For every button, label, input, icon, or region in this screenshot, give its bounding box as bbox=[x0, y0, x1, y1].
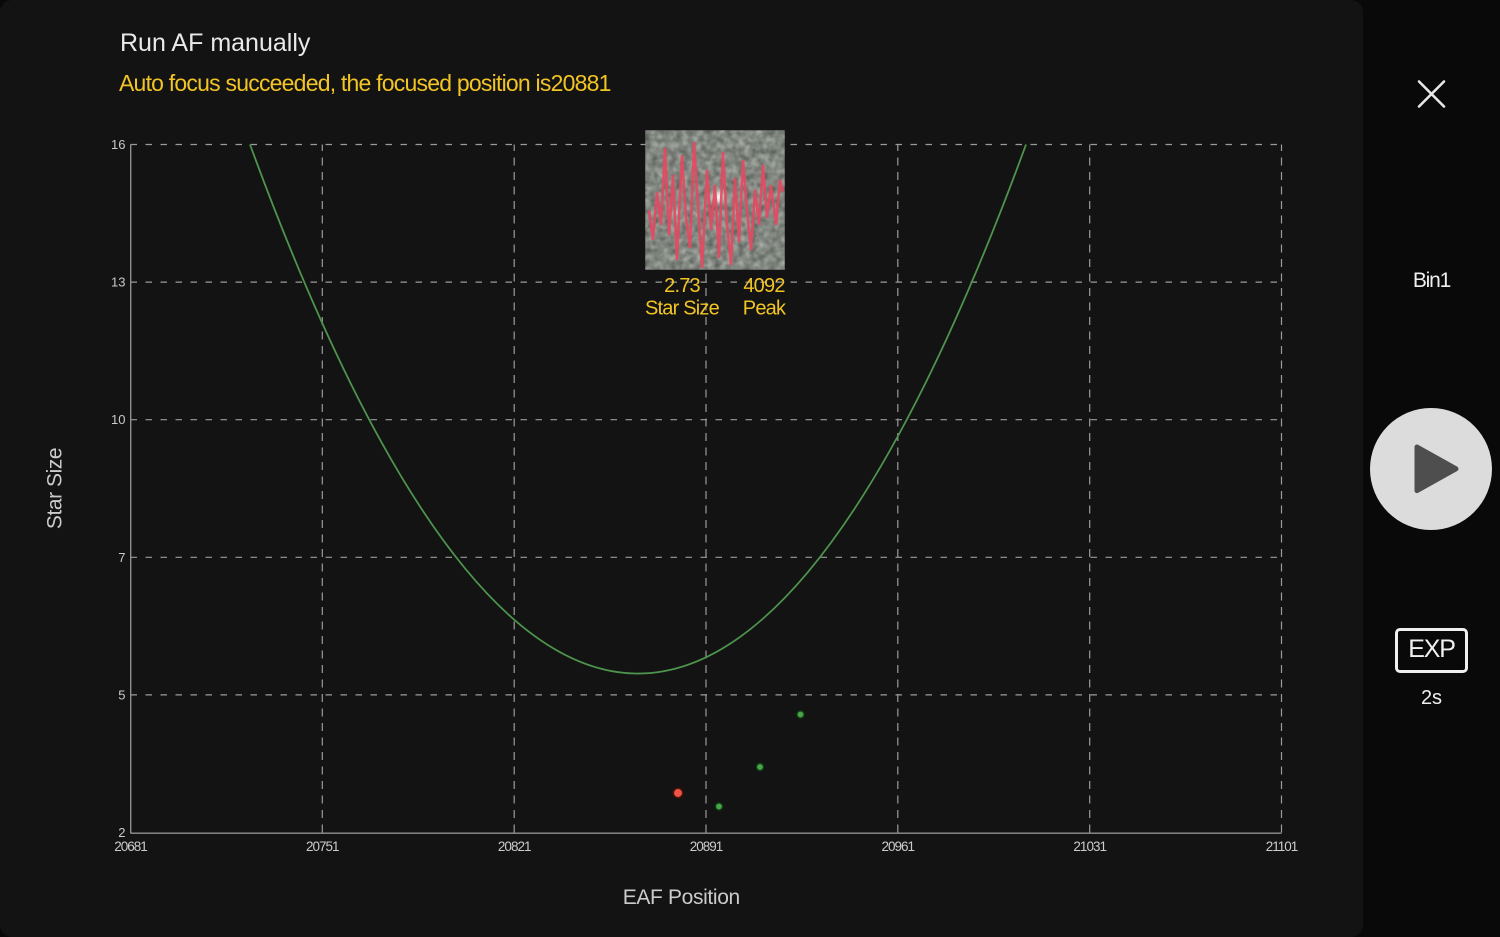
svg-text:Star Size: Star Size bbox=[645, 298, 720, 320]
svg-text:2: 2 bbox=[118, 825, 125, 840]
svg-text:20681: 20681 bbox=[114, 839, 147, 854]
svg-text:EAF Position: EAF Position bbox=[623, 886, 740, 909]
svg-text:20821: 20821 bbox=[498, 839, 531, 854]
svg-text:21031: 21031 bbox=[1073, 839, 1106, 854]
svg-text:10: 10 bbox=[111, 412, 125, 427]
svg-text:4092: 4092 bbox=[743, 275, 785, 297]
svg-text:20891: 20891 bbox=[690, 839, 723, 854]
svg-text:21101: 21101 bbox=[1266, 839, 1298, 854]
svg-text:Peak: Peak bbox=[743, 298, 787, 320]
svg-text:16: 16 bbox=[111, 137, 125, 152]
svg-text:Star Size: Star Size bbox=[44, 448, 67, 529]
svg-text:13: 13 bbox=[111, 275, 125, 290]
svg-text:20961: 20961 bbox=[882, 839, 915, 854]
svg-text:2.73: 2.73 bbox=[664, 275, 700, 297]
svg-text:20751: 20751 bbox=[306, 839, 339, 854]
svg-text:5: 5 bbox=[118, 687, 125, 702]
svg-text:7: 7 bbox=[118, 550, 125, 565]
